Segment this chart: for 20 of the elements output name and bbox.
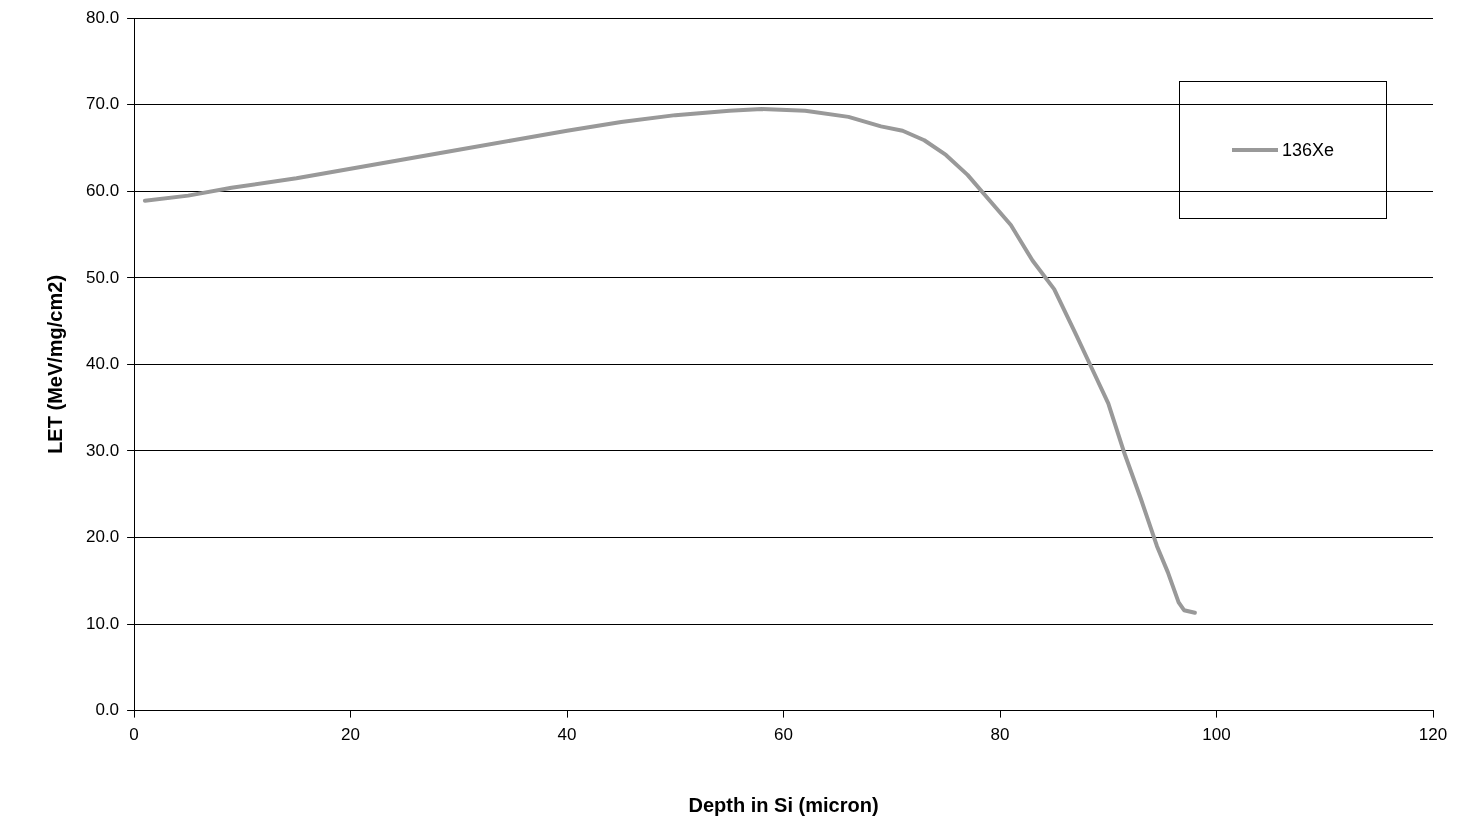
y-tick-label: 30.0 [85, 440, 120, 460]
y-tick-label: 80.0 [85, 7, 120, 27]
x-axis-title: Depth in Si (micron) [688, 793, 879, 816]
legend-label: 136Xe [1281, 139, 1335, 161]
y-tick-label: 40.0 [85, 354, 120, 374]
y-tick-label: 0.0 [95, 700, 120, 720]
x-tick-label: 20 [341, 725, 361, 745]
y-tick-label: 70.0 [85, 94, 120, 114]
x-tick-label: 0 [129, 725, 139, 745]
y-tick-label: 60.0 [85, 180, 120, 200]
y-tick-label: 20.0 [85, 527, 120, 547]
x-tick-label: 40 [557, 725, 577, 745]
x-tick-label: 100 [1202, 725, 1231, 745]
x-tick-label: 60 [774, 725, 793, 745]
y-tick-label: 10.0 [85, 613, 120, 633]
x-tick-label: 80 [990, 725, 1010, 745]
legend-frame: 136Xe [1179, 81, 1387, 220]
y-tick-label: 50.0 [85, 267, 120, 287]
x-tick-label: 120 [1418, 725, 1448, 745]
y-axis-title: LET (MeV/mg/cm2) [43, 274, 66, 454]
